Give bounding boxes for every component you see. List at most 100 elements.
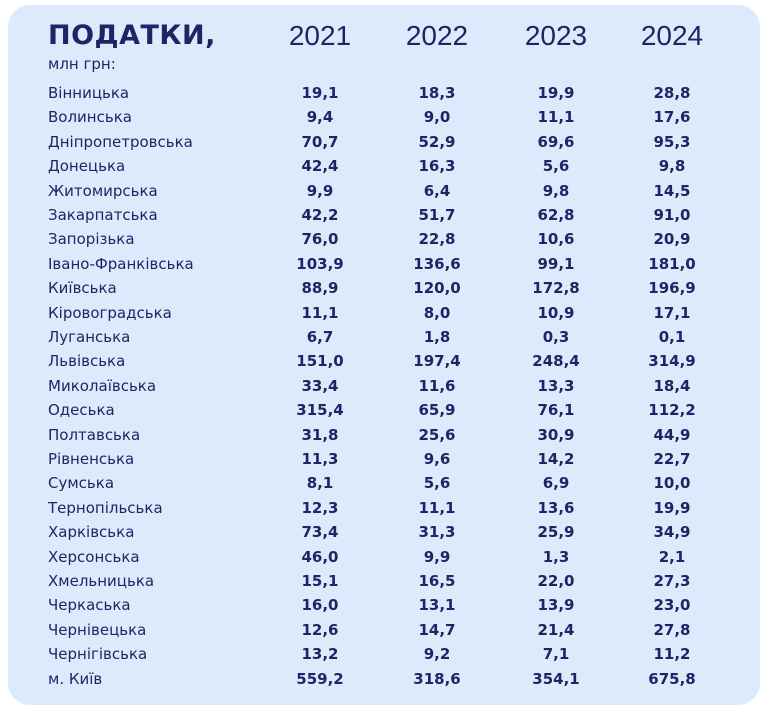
column-header: 2024	[640, 20, 704, 51]
region-name: Чернівецька	[48, 620, 147, 639]
value-cell: 13,2	[301, 645, 339, 664]
value-cell: 13,6	[537, 498, 575, 517]
value-cell: 197,4	[413, 352, 461, 371]
value-cell: 11,1	[301, 303, 339, 322]
value-cell: 12,6	[301, 620, 339, 639]
value-cell: 10,0	[653, 474, 691, 493]
region-name: Волинська	[48, 108, 132, 127]
value-cell: 315,4	[296, 401, 344, 420]
region-name: Запорізька	[48, 230, 135, 249]
value-cell: 76,0	[301, 230, 339, 249]
value-cell: 1,8	[423, 328, 451, 346]
column-header: 2021	[288, 20, 352, 51]
value-cell: 34,9	[653, 523, 691, 542]
value-cell: 9,9	[423, 547, 451, 566]
value-cell: 42,4	[301, 157, 339, 176]
value-cell: 17,1	[653, 303, 691, 322]
value-cell: 10,6	[537, 230, 575, 249]
value-cell: 5,6	[423, 474, 451, 493]
value-cell: 11,1	[537, 108, 575, 127]
value-cell: 314,9	[648, 352, 696, 371]
value-cell: 22,8	[418, 230, 456, 249]
value-cell: 15,1	[301, 572, 339, 590]
value-cell: 88,9	[301, 279, 339, 298]
column-header: 2022	[405, 20, 469, 51]
value-cell: 16,0	[301, 596, 339, 615]
value-cell: 12,3	[301, 498, 339, 517]
value-cell: 51,7	[418, 206, 456, 224]
value-cell: 14,2	[537, 450, 575, 468]
region-name: Херсонська	[48, 547, 140, 566]
value-cell: 11,6	[418, 376, 456, 395]
region-name: Рівненська	[48, 450, 135, 468]
value-cell: 73,4	[301, 523, 339, 542]
value-cell: 559,2	[296, 669, 344, 688]
region-name: Кіровоградська	[48, 303, 172, 322]
value-cell: 6,4	[423, 181, 451, 200]
value-cell: 70,7	[301, 132, 339, 151]
value-cell: 675,8	[648, 669, 696, 688]
value-cell: 6,9	[542, 474, 570, 493]
value-cell: 9,0	[423, 108, 451, 127]
value-cell: 9,9	[306, 181, 334, 200]
title: ПОДАТКИ,	[48, 20, 216, 51]
region-name: Одеська	[48, 401, 115, 420]
value-cell: 2,1	[658, 547, 686, 566]
value-cell: 5,6	[542, 157, 570, 176]
value-cell: 181,0	[648, 254, 696, 273]
value-cell: 9,4	[306, 108, 334, 127]
value-cell: 0,1	[658, 328, 686, 346]
value-cell: 18,4	[653, 376, 691, 395]
value-cell: 318,6	[413, 669, 461, 688]
value-cell: 27,8	[653, 620, 691, 639]
value-cell: 46,0	[301, 547, 339, 566]
value-cell: 11,3	[301, 450, 339, 468]
region-name: Львівська	[48, 352, 126, 371]
value-cell: 25,6	[418, 425, 456, 444]
region-name: Дніпропетровська	[48, 132, 193, 151]
value-cell: 31,3	[418, 523, 456, 542]
value-cell: 0,3	[542, 328, 570, 346]
region-name: Сумська	[48, 474, 115, 493]
value-cell: 65,9	[418, 401, 456, 420]
region-name: Харківська	[48, 523, 135, 542]
value-cell: 33,4	[301, 376, 339, 395]
value-cell: 13,1	[418, 596, 456, 615]
value-cell: 25,9	[537, 523, 575, 542]
value-cell: 22,0	[537, 572, 575, 590]
value-cell: 52,9	[418, 132, 456, 151]
region-name: Київська	[48, 279, 117, 298]
subtitle: млн грн:	[48, 55, 116, 73]
region-name: Донецька	[48, 157, 126, 176]
region-name: Луганська	[48, 328, 131, 346]
value-cell: 31,8	[301, 425, 339, 444]
value-cell: 172,8	[532, 279, 580, 298]
value-cell: 9,8	[542, 181, 570, 200]
value-cell: 22,7	[653, 450, 691, 468]
value-cell: 21,4	[537, 620, 575, 639]
value-cell: 23,0	[653, 596, 691, 615]
value-cell: 13,9	[537, 596, 575, 615]
region-name: Житомирська	[48, 181, 158, 200]
value-cell: 14,7	[418, 620, 456, 639]
value-cell: 248,4	[532, 352, 580, 371]
value-cell: 19,1	[301, 84, 339, 102]
value-cell: 19,9	[537, 84, 575, 102]
value-cell: 9,8	[658, 157, 686, 176]
column-header: 2023	[524, 20, 588, 51]
value-cell: 136,6	[413, 254, 461, 273]
value-cell: 91,0	[653, 206, 691, 224]
region-name: Хмельницька	[48, 572, 155, 590]
value-cell: 11,1	[418, 498, 456, 517]
region-name: Закарпатська	[48, 206, 158, 224]
value-cell: 196,9	[648, 279, 696, 298]
region-name: м. Київ	[48, 669, 103, 688]
value-cell: 20,9	[653, 230, 691, 249]
value-cell: 9,6	[423, 450, 451, 468]
panel	[8, 5, 760, 705]
value-cell: 16,5	[418, 572, 456, 590]
region-name: Миколаївська	[48, 376, 157, 395]
value-cell: 354,1	[532, 669, 580, 688]
value-cell: 13,3	[537, 376, 575, 395]
